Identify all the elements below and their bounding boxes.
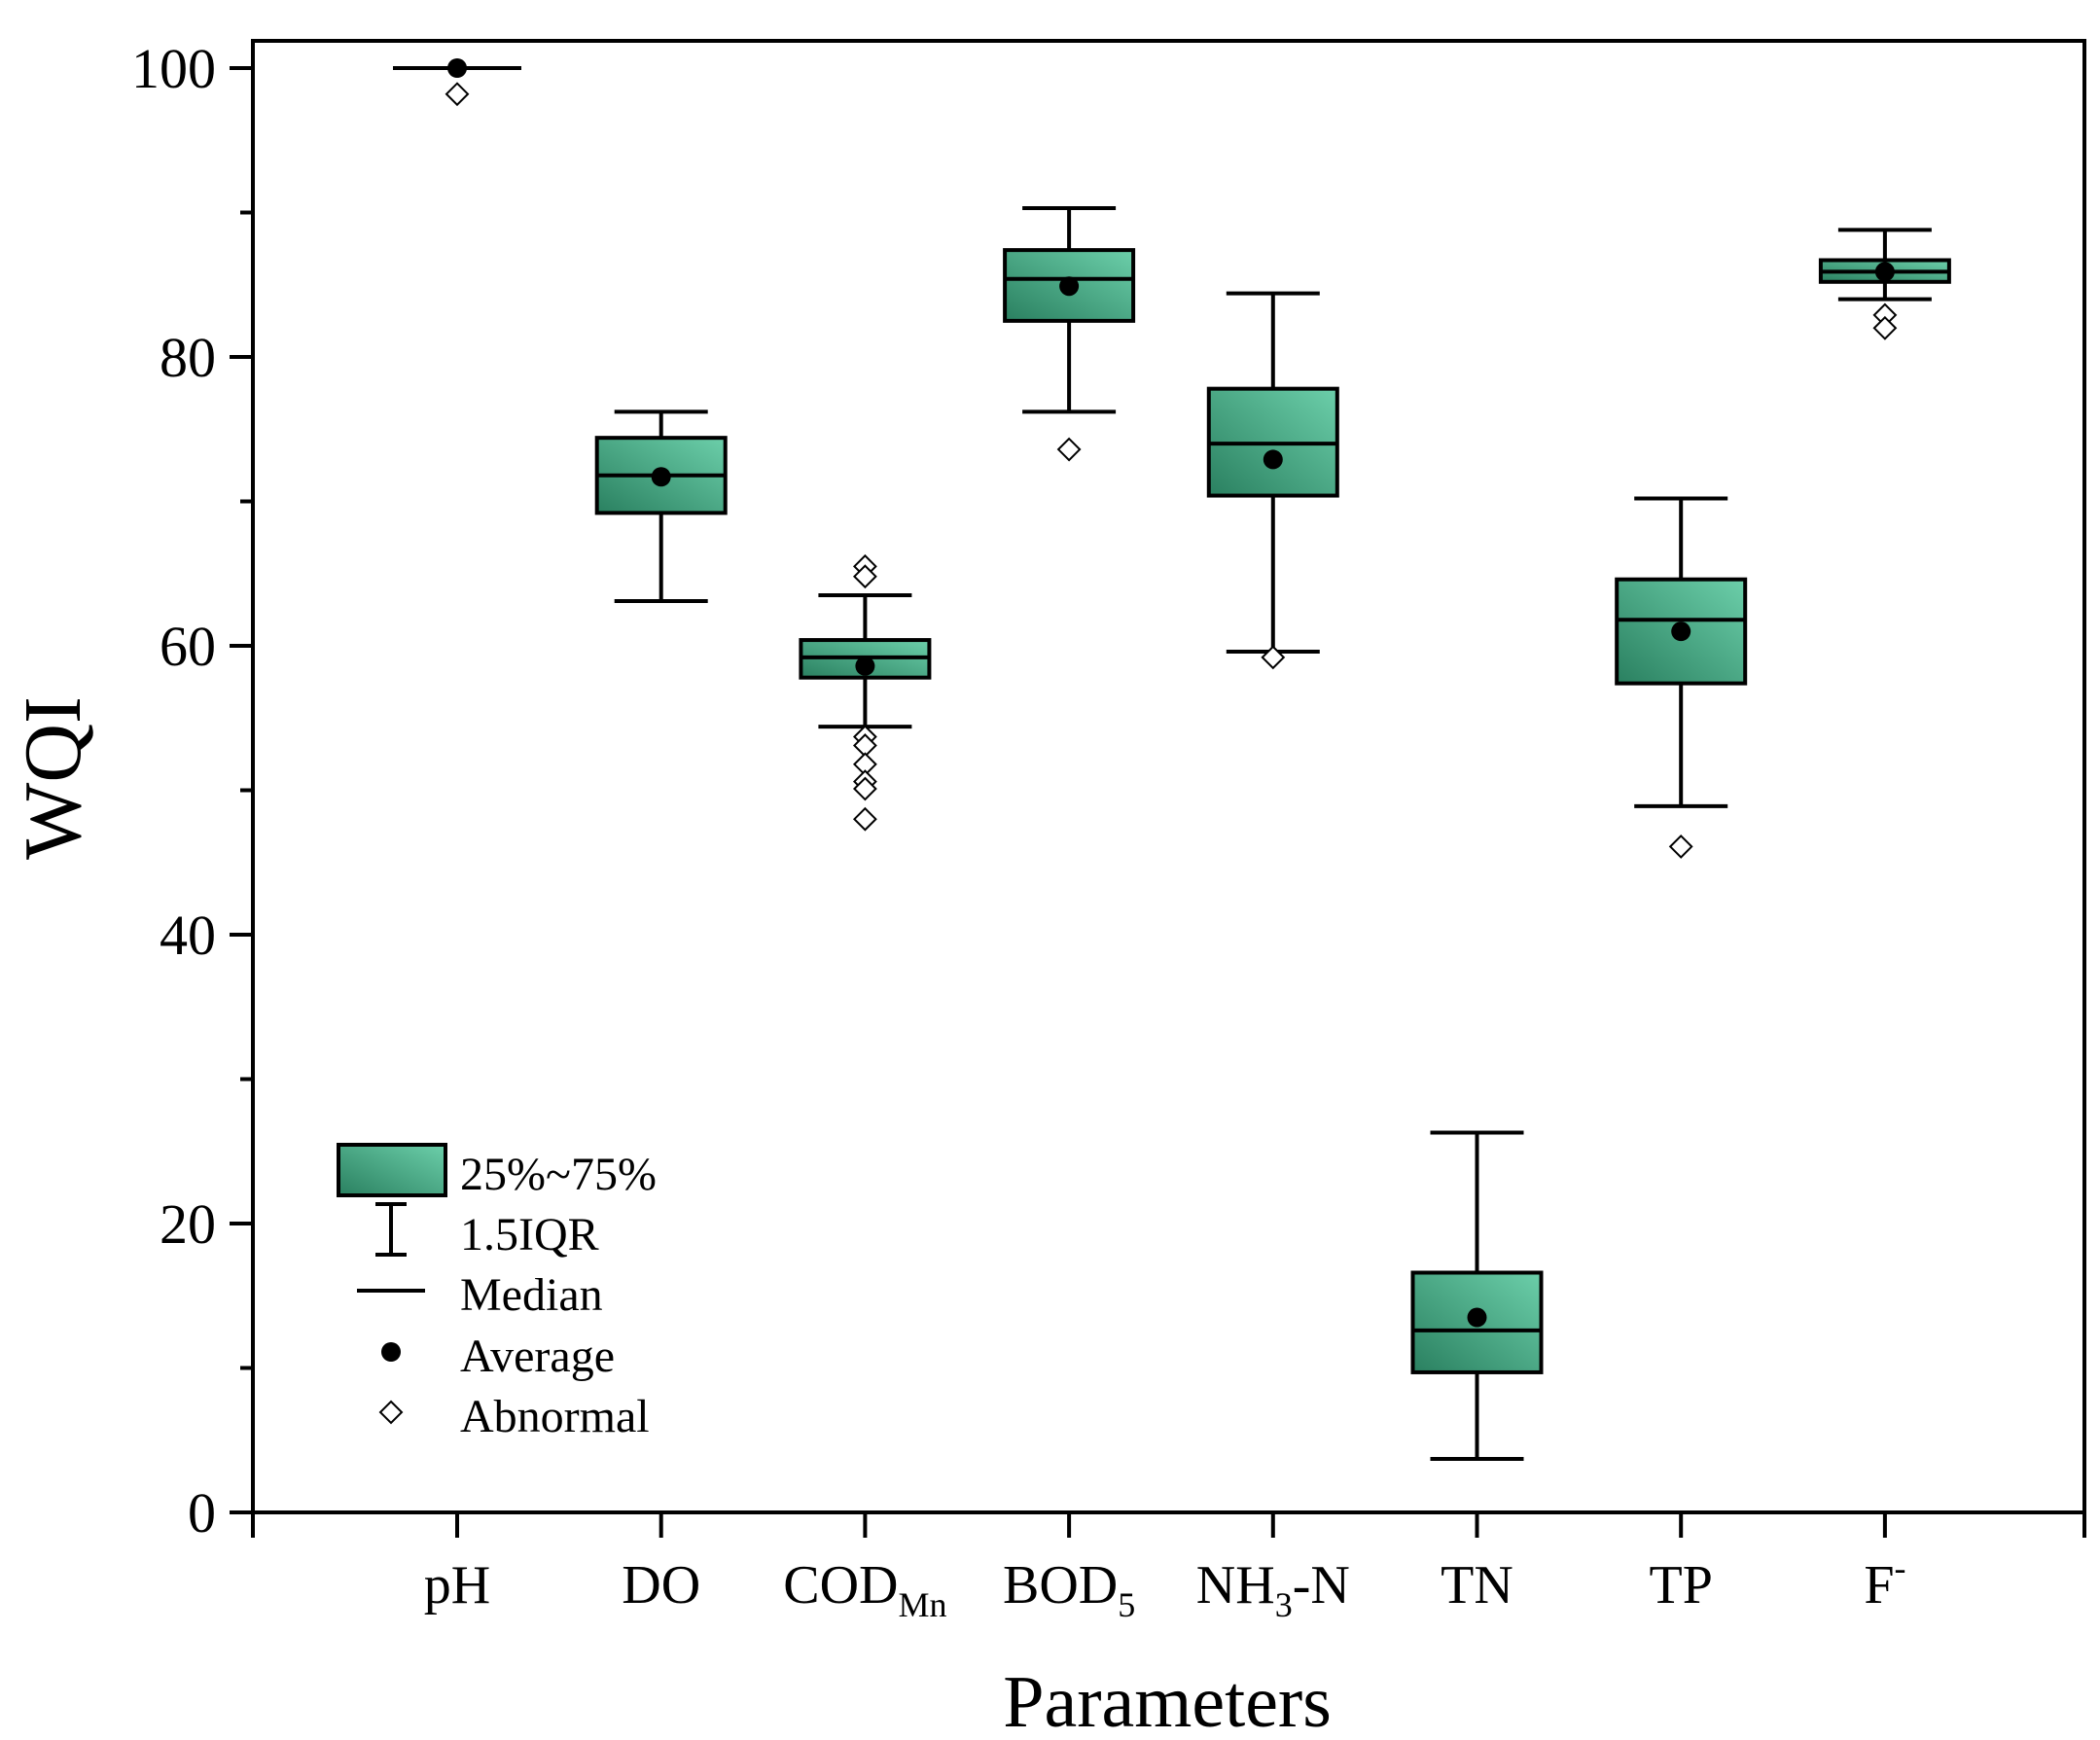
x-tick-label: TN <box>1441 1555 1513 1616</box>
outlier-marker <box>852 776 877 801</box>
plot-frame <box>251 39 2086 1514</box>
mean-marker <box>1671 621 1691 642</box>
y-tick-label: 20 <box>160 1192 216 1256</box>
box-group <box>1410 1130 1544 1462</box>
outlier-marker <box>1872 315 1898 340</box>
y-tick-label: 0 <box>188 1481 216 1545</box>
legend-label: 1.5IQR <box>460 1209 599 1261</box>
box-group <box>594 409 728 603</box>
mean-marker <box>1467 1307 1487 1328</box>
x-axis-title: Parameters <box>1003 1661 1332 1740</box>
box-group <box>1206 291 1339 670</box>
legend-label: Average <box>460 1331 615 1382</box>
y-tick-label: 80 <box>160 326 216 389</box>
mean-marker <box>1059 276 1080 297</box>
box-group <box>1615 496 1748 859</box>
y-axis: 0 20 40 60 80 100 <box>131 37 253 1545</box>
x-axis: pH DO CODMn BOD5 NH3-N TN TP F- <box>251 1512 2086 1624</box>
mean-marker <box>447 58 467 78</box>
legend: 25%~75% 1.5IQR Median Average Abnormal <box>337 1143 657 1442</box>
legend-abnormal-swatch <box>378 1400 404 1425</box>
outlier-marker <box>1261 645 1286 670</box>
box-group <box>393 58 521 107</box>
outlier-marker <box>1668 834 1693 859</box>
y-axis-title: WQI <box>8 696 98 860</box>
y-tick-label: 100 <box>131 37 216 100</box>
mean-marker <box>1263 449 1283 470</box>
mean-marker <box>855 656 875 676</box>
box-group <box>1003 206 1136 462</box>
x-tick-label: TP <box>1650 1555 1713 1616</box>
box-group <box>799 553 932 832</box>
x-tick-label: pH <box>424 1555 490 1616</box>
y-tick-label: 40 <box>160 904 216 967</box>
legend-box-swatch <box>337 1143 447 1197</box>
box-group <box>1818 228 1951 340</box>
outlier-marker <box>852 564 877 589</box>
mean-marker <box>651 467 671 487</box>
x-tick-label: CODMn <box>783 1555 946 1624</box>
legend-label: Median <box>460 1269 603 1321</box>
box-series <box>393 58 1951 1462</box>
legend-label: Abnormal <box>460 1391 650 1442</box>
legend-average-swatch <box>381 1342 401 1362</box>
x-tick-label: NH3-N <box>1196 1555 1350 1624</box>
outlier-marker <box>445 82 470 107</box>
x-tick-label: F- <box>1864 1548 1905 1616</box>
x-tick-label: BOD5 <box>1003 1555 1135 1624</box>
outlier-marker <box>852 806 877 832</box>
y-tick-label: 60 <box>160 615 216 678</box>
x-tick-label: DO <box>622 1555 700 1616</box>
mean-marker <box>1874 262 1895 282</box>
legend-label: 25%~75% <box>460 1149 657 1200</box>
outlier-marker <box>1056 437 1082 462</box>
